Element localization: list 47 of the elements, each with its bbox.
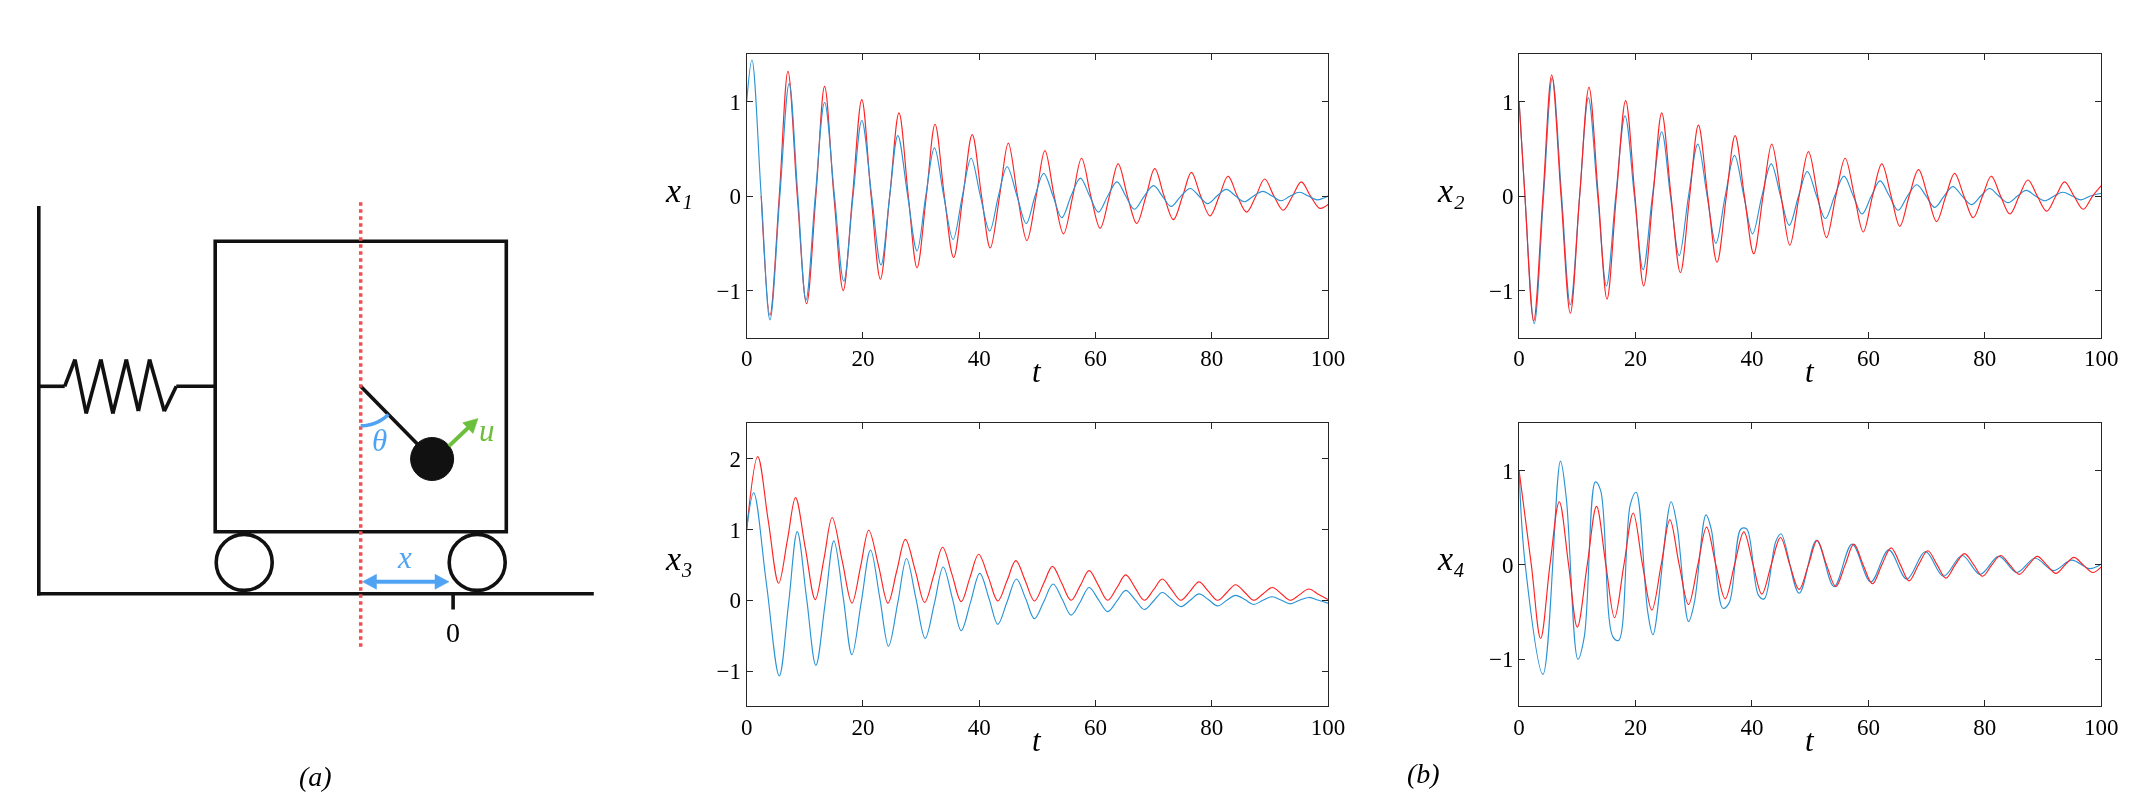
x-tick-label: 100 [2084, 346, 2119, 372]
x-tick-label: 80 [1973, 346, 1997, 372]
x-axis-title: t [1805, 354, 1815, 389]
y-tick-label: 1 [729, 89, 742, 115]
y-tick-label: 0 [1502, 552, 1514, 578]
text: 0 [446, 617, 460, 648]
x-tick-label: 100 [2084, 715, 2119, 740]
y-tick-label: 0 [729, 184, 742, 210]
x-tick-label: 40 [1740, 346, 1764, 372]
y-tick-label: 0 [1502, 184, 1514, 210]
y-tick-label: 1 [729, 517, 742, 543]
x-tick-label: 60 [1083, 715, 1107, 740]
x-tick-label: 40 [967, 715, 991, 740]
x-tick-label: 100 [1310, 346, 1346, 372]
line-series [746, 456, 1328, 604]
x-tick-label: 40 [967, 346, 991, 372]
x-tick-label: 20 [1624, 715, 1648, 740]
x-axis-title: t [1805, 723, 1815, 758]
x-tick-label: 80 [1200, 715, 1224, 740]
x-axis-title: t [1032, 723, 1042, 758]
x-tick-label: 20 [851, 715, 875, 740]
y-axis-title: x₄ [1437, 540, 1465, 577]
x-axis-title: t [1032, 354, 1042, 389]
x-tick-label: 100 [1310, 715, 1346, 740]
y-tick-label: 1 [1502, 458, 1514, 484]
y-tick-label: −1 [716, 278, 742, 304]
y-tick-label: −1 [1489, 647, 1514, 673]
y-tick-label: −1 [716, 659, 742, 685]
y-axis-title: x₁ [665, 172, 693, 209]
text: x [397, 540, 412, 575]
y-axis-title: x₃ [665, 540, 693, 577]
x-tick-label: 20 [851, 346, 875, 372]
x-tick-label: 60 [1856, 346, 1880, 372]
x-tick-label: 60 [1083, 346, 1107, 372]
x-tick-label: 60 [1856, 715, 1880, 740]
text: (a) [299, 761, 332, 792]
line-series [746, 492, 1328, 677]
y-tick-label: 0 [729, 588, 742, 614]
x-tick-label: 20 [1624, 346, 1648, 372]
y-tick-label: 2 [729, 446, 742, 472]
y-tick-label: −1 [1489, 278, 1514, 304]
x-tick-label: 80 [1973, 715, 1997, 740]
text: (b) [1407, 758, 1440, 789]
x-tick-label: 40 [1740, 715, 1764, 740]
x-tick-label: 80 [1200, 346, 1224, 372]
y-axis-title: x₂ [1437, 172, 1465, 209]
y-tick-label: 1 [1502, 89, 1514, 115]
